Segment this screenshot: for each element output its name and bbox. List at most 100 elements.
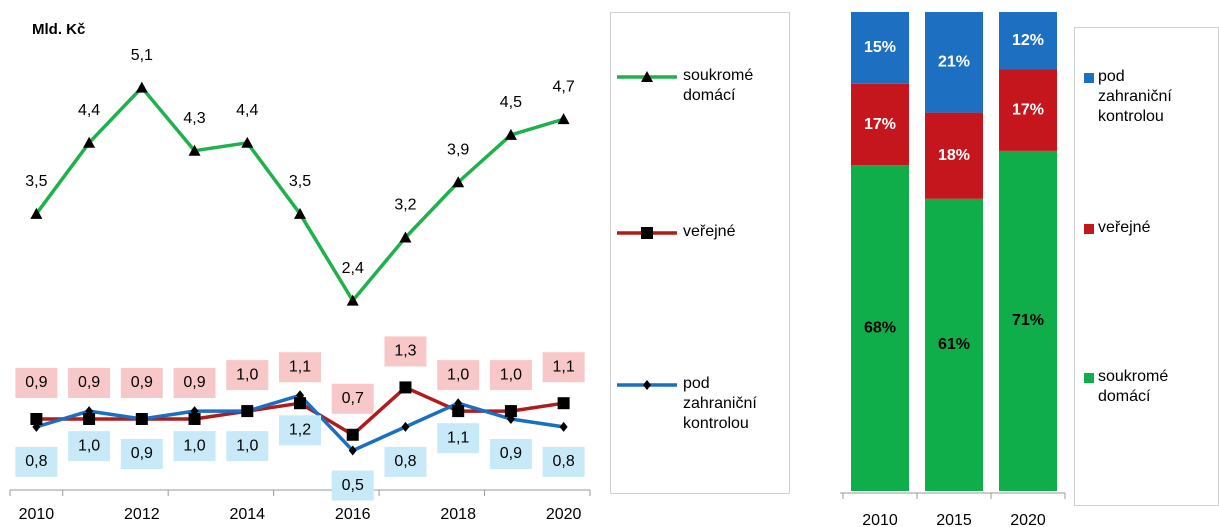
marker — [296, 390, 304, 401]
data-label: 3,5 — [25, 173, 47, 190]
bar-segment — [851, 12, 909, 84]
data-label: 1,3 — [394, 343, 416, 360]
label-box — [173, 431, 216, 462]
marker — [346, 294, 359, 306]
bar-segment — [999, 150, 1057, 491]
legend-label: pod zahraniční kontrolou — [1098, 68, 1172, 125]
marker — [243, 406, 252, 417]
label-box — [173, 367, 216, 398]
data-label: 4,3 — [183, 110, 205, 127]
label-box — [68, 367, 111, 398]
data-label: 0,8 — [553, 453, 575, 470]
data-label: 0,9 — [131, 445, 153, 462]
data-label: 15% — [864, 39, 896, 56]
data-label: 21% — [938, 54, 970, 71]
data-label: 5,1 — [131, 47, 153, 64]
marker — [30, 207, 43, 219]
data-label: 0,7 — [342, 390, 364, 407]
label-box — [437, 360, 480, 391]
label-box — [384, 446, 427, 477]
legend-label: soukromé domácí — [683, 67, 754, 104]
x-tick-label: 2010 — [862, 512, 898, 527]
data-label: 0,9 — [131, 374, 153, 391]
data-label: 4,4 — [236, 102, 258, 119]
marker — [294, 397, 306, 410]
data-label: 0,8 — [25, 453, 47, 470]
marker — [241, 136, 254, 148]
marker — [32, 421, 41, 432]
data-label: 4,5 — [500, 94, 522, 111]
bar-segment — [851, 83, 909, 166]
data-label: 0,9 — [25, 374, 47, 391]
marker — [452, 176, 465, 188]
data-label: 0,9 — [78, 374, 100, 391]
data-label: 12% — [1012, 32, 1044, 49]
data-label: 1,1 — [553, 358, 575, 375]
bar-segment — [851, 165, 909, 491]
bar-segment — [925, 198, 983, 491]
label-box — [542, 352, 585, 383]
label-box — [226, 431, 269, 462]
legend-swatch — [1084, 73, 1094, 83]
marker — [504, 405, 517, 418]
data-label: 1,1 — [447, 429, 469, 446]
marker — [557, 113, 570, 125]
data-label: 1,0 — [78, 437, 100, 454]
marker — [85, 406, 94, 417]
x-tick-label: 2016 — [335, 506, 371, 523]
data-label: 61% — [938, 336, 970, 353]
data-label: 3,2 — [394, 197, 416, 214]
marker — [346, 428, 359, 441]
label-box — [489, 360, 532, 391]
marker — [641, 71, 653, 82]
label-box — [542, 446, 585, 477]
x-tick-label: 2018 — [440, 506, 476, 523]
marker — [559, 421, 568, 432]
marker — [557, 397, 570, 410]
marker — [30, 412, 43, 425]
label-box — [279, 352, 321, 383]
marker — [137, 413, 146, 424]
data-label: 1,0 — [500, 366, 522, 383]
data-label: 1,0 — [236, 366, 258, 383]
marker — [452, 405, 465, 418]
data-label: 71% — [1012, 312, 1044, 329]
marker — [401, 421, 410, 432]
legend-label: pod zahraniční kontrolou — [683, 375, 757, 432]
bar-segment — [925, 112, 983, 199]
marker — [190, 406, 199, 417]
marker — [504, 128, 517, 140]
legend-label: soukromé domácí — [1098, 368, 1169, 405]
data-label: 17% — [864, 116, 896, 133]
marker — [641, 227, 653, 239]
label-box — [331, 383, 374, 414]
marker — [506, 413, 515, 424]
axis-title: Mld. Kč — [32, 21, 85, 38]
label-box — [489, 438, 532, 469]
legend-label: veřejné — [1098, 219, 1151, 236]
x-tick-label: 2012 — [124, 506, 160, 523]
label-box — [226, 360, 269, 391]
label-box — [384, 336, 427, 367]
data-label: 3,5 — [289, 173, 311, 190]
data-label: 1,0 — [236, 437, 258, 454]
x-tick-label: 2010 — [19, 506, 55, 523]
data-label: 1,2 — [289, 422, 311, 439]
data-label: 3,9 — [447, 141, 469, 158]
label-box — [15, 367, 58, 398]
label-box — [15, 446, 58, 477]
data-label: 0,9 — [183, 374, 205, 391]
data-label: 1,1 — [289, 358, 311, 375]
legend-swatch — [1084, 224, 1094, 234]
legend-label: veřejné — [683, 223, 736, 240]
marker — [294, 207, 306, 219]
label-box — [120, 438, 163, 469]
data-label: 0,9 — [500, 445, 522, 462]
label-box — [331, 470, 374, 501]
label-box — [68, 431, 111, 462]
data-label: 1,0 — [447, 366, 469, 383]
data-label: 4,7 — [553, 78, 575, 95]
label-box — [120, 367, 163, 398]
